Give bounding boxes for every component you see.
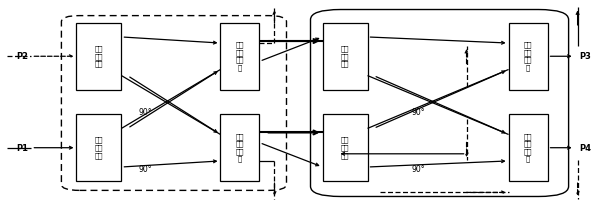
Text: 二级
微波
电桥: 二级 微波 电桥	[341, 45, 349, 67]
Text: 一级
功率
合成
器: 一级 功率 合成 器	[236, 133, 244, 162]
FancyBboxPatch shape	[508, 114, 548, 181]
Text: P3: P3	[579, 52, 591, 61]
Text: 二级
微波
电桥: 二级 微波 电桥	[341, 137, 349, 159]
Text: 90°: 90°	[139, 108, 152, 117]
Text: 90°: 90°	[412, 108, 425, 117]
Text: 一级
功率
合成
器: 一级 功率 合成 器	[236, 42, 244, 71]
Text: 90°: 90°	[139, 165, 152, 173]
FancyBboxPatch shape	[221, 114, 259, 181]
FancyBboxPatch shape	[221, 23, 259, 90]
FancyBboxPatch shape	[323, 114, 367, 181]
FancyBboxPatch shape	[508, 23, 548, 90]
Text: 二级
功率
合成
器: 二级 功率 合成 器	[524, 133, 532, 162]
Text: 二级
功率
合成
器: 二级 功率 合成 器	[524, 42, 532, 71]
Text: P4: P4	[579, 144, 591, 153]
Text: P2: P2	[16, 52, 28, 61]
FancyBboxPatch shape	[77, 114, 121, 181]
Text: 一级
微波
电桥: 一级 微波 电桥	[95, 45, 103, 67]
Text: P1: P1	[16, 144, 28, 153]
FancyBboxPatch shape	[323, 23, 367, 90]
FancyBboxPatch shape	[77, 23, 121, 90]
Text: 一级
微波
电桥: 一级 微波 电桥	[95, 137, 103, 159]
Text: 90°: 90°	[412, 165, 425, 173]
